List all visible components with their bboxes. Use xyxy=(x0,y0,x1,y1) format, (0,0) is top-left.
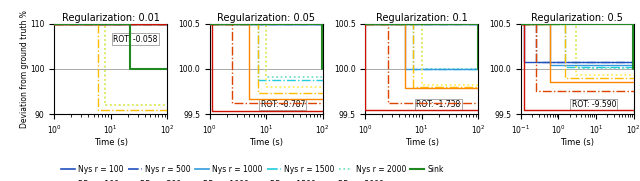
Text: ROT: -0.787: ROT: -0.787 xyxy=(260,100,305,109)
Y-axis label: Deviation from ground truth %: Deviation from ground truth % xyxy=(20,10,29,128)
Legend: Nys r = 100, Nys r = 500, Nys r = 1000, Nys r = 1500, Nys r = 2000, Sink: Nys r = 100, Nys r = 500, Nys r = 1000, … xyxy=(58,162,447,177)
Text: ROT: -0.058: ROT: -0.058 xyxy=(113,35,157,44)
Title: Regularization: 0.5: Regularization: 0.5 xyxy=(531,13,623,23)
X-axis label: Time (s): Time (s) xyxy=(404,138,439,147)
Title: Regularization: 0.05: Regularization: 0.05 xyxy=(217,13,316,23)
X-axis label: Time (s): Time (s) xyxy=(93,138,128,147)
Title: Regularization: 0.1: Regularization: 0.1 xyxy=(376,13,468,23)
X-axis label: Time (s): Time (s) xyxy=(560,138,595,147)
Text: ROT: -9.590: ROT: -9.590 xyxy=(572,100,616,109)
Legend: RF r = 100, RF r = 500, RF r = 1000, RF r = 1500, RF r = 2000: RF r = 100, RF r = 500, RF r = 1000, RF … xyxy=(58,176,387,181)
X-axis label: Time (s): Time (s) xyxy=(249,138,284,147)
Title: Regularization: 0.01: Regularization: 0.01 xyxy=(62,13,159,23)
Text: ROT: -1.738: ROT: -1.738 xyxy=(416,100,460,109)
